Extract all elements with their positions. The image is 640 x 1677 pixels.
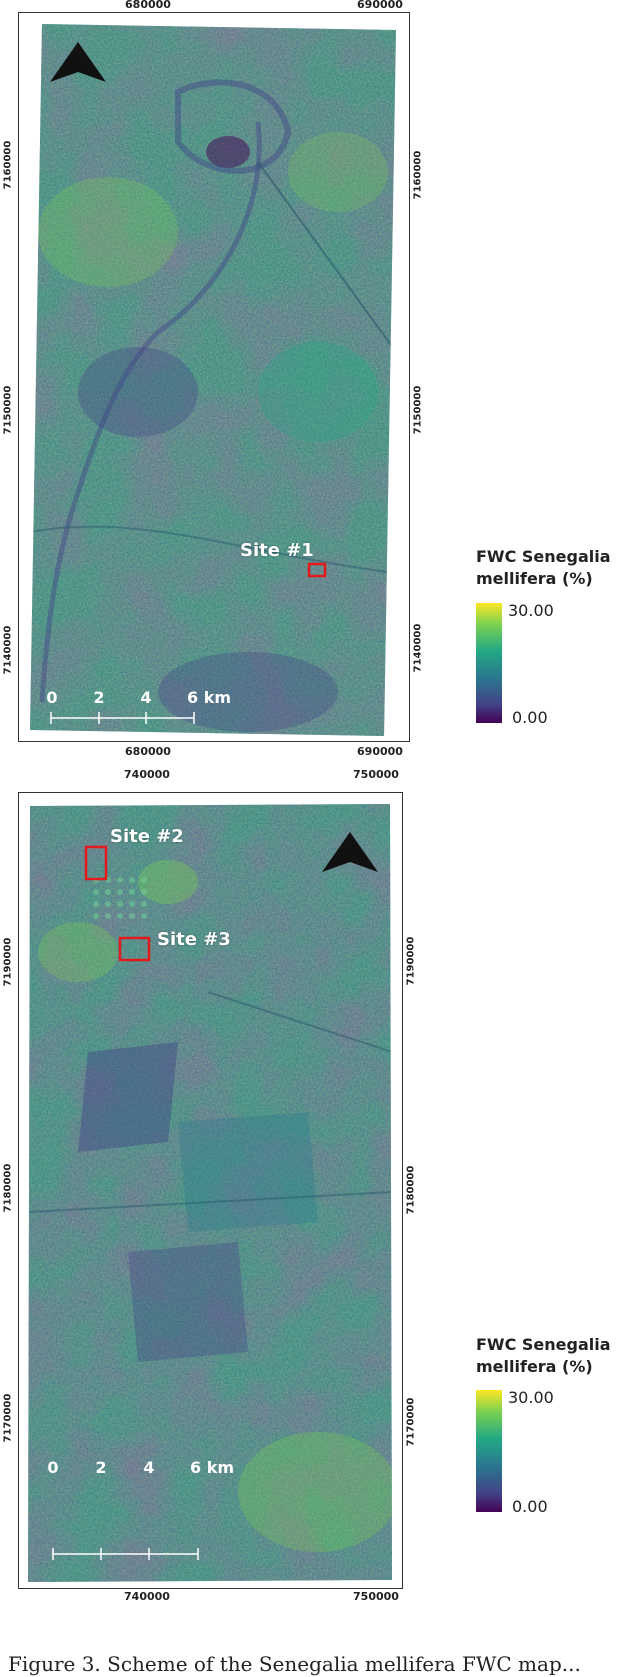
legend-min: 0.00 — [512, 1497, 548, 1516]
north-arrow-icon — [50, 42, 106, 82]
scale-label: 2 — [93, 688, 105, 707]
scale-bar — [52, 1548, 199, 1560]
x-tick-top: 690000 — [357, 0, 403, 11]
y-tick-left: 7170000 — [2, 1393, 14, 1443]
scale-label: 0 — [46, 688, 58, 707]
x-tick-top: 680000 — [125, 0, 171, 11]
map-panel-1: 680000 690000 680000 690000 7160000 7150… — [0, 0, 640, 790]
x-tick-bottom: 740000 — [124, 1590, 170, 1603]
site-2-label: Site #2 — [110, 826, 184, 847]
legend-title: FWC Senegalia mellifera (%) — [476, 1334, 611, 1378]
y-tick-right: 7170000 — [405, 1397, 417, 1447]
scale-label: 4 — [140, 688, 152, 707]
y-tick-left: 7140000 — [2, 625, 14, 675]
scale-bar — [50, 712, 195, 724]
x-tick-bottom: 680000 — [125, 745, 171, 758]
x-tick-bottom: 750000 — [353, 1590, 399, 1603]
map-panel-2: 740000 750000 740000 750000 7190000 7180… — [0, 768, 640, 1653]
legend-max: 30.00 — [508, 601, 554, 620]
scale-label: 0 — [47, 1458, 59, 1477]
y-tick-right: 7160000 — [412, 150, 424, 200]
legend-title-line-1: FWC Senegalia — [476, 547, 611, 566]
site-1-label: Site #1 — [240, 540, 314, 561]
legend-max: 30.00 — [508, 1388, 554, 1407]
x-tick-bottom: 690000 — [357, 745, 403, 758]
y-tick-left: 7150000 — [2, 385, 14, 435]
y-tick-right: 7140000 — [412, 623, 424, 673]
site-1-box — [307, 562, 327, 578]
x-tick-top: 740000 — [124, 768, 170, 781]
site-3-box — [118, 936, 151, 962]
legend-min: 0.00 — [512, 708, 548, 727]
pivot-grid — [93, 877, 147, 919]
site-3-label: Site #3 — [157, 929, 231, 950]
y-tick-left: 7180000 — [2, 1163, 14, 1213]
y-tick-left: 7190000 — [2, 937, 14, 987]
north-arrow-icon — [322, 832, 378, 872]
y-tick-right: 7150000 — [412, 385, 424, 435]
scale-label: 6 km — [186, 688, 232, 707]
figure-caption: Figure 3. Scheme of the Senegalia mellif… — [8, 1652, 581, 1676]
fwc-raster-map — [30, 24, 396, 736]
y-tick-right: 7190000 — [405, 936, 417, 986]
site-2-box — [84, 845, 108, 881]
x-tick-top: 750000 — [353, 768, 399, 781]
y-tick-left: 7160000 — [2, 140, 14, 190]
scale-label: 4 — [143, 1458, 155, 1477]
scale-label: 6 km — [189, 1458, 235, 1477]
legend-colorbar — [476, 1390, 502, 1512]
legend-title-line-2: mellifera (%) — [476, 569, 593, 588]
y-tick-right: 7180000 — [405, 1165, 417, 1215]
fwc-raster-map — [28, 804, 392, 1582]
legend-title-line-2: mellifera (%) — [476, 1357, 593, 1376]
legend-title-line-1: FWC Senegalia — [476, 1335, 611, 1354]
legend-title: FWC Senegalia mellifera (%) — [476, 546, 611, 590]
scale-label: 2 — [95, 1458, 107, 1477]
legend-colorbar — [476, 603, 502, 723]
